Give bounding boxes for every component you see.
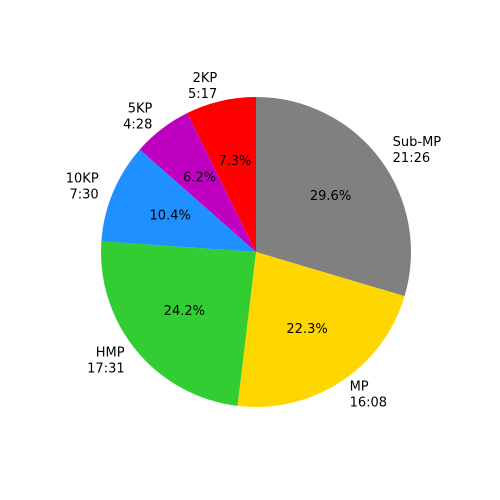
pct-label-sub-mp: 29.6% xyxy=(310,189,351,204)
pct-label-mp: 22.3% xyxy=(286,322,327,337)
category-time: 16:08 xyxy=(350,396,387,411)
pct-label-hmp: 24.2% xyxy=(164,304,205,319)
pie-labels: 29.6% Sub-MP 21:26 22.3% MP 16:08 24.2% HMP 17:3… xyxy=(66,71,442,411)
pie-slice-hmp xyxy=(100,241,256,406)
category-label-2kp: 2KP 5:17 xyxy=(188,71,217,102)
category-label-sub-mp: Sub-MP 21:26 xyxy=(393,135,442,166)
pie-slice-mp xyxy=(237,252,405,407)
category-name: 2KP xyxy=(193,71,218,86)
category-name: 5KP xyxy=(128,102,153,117)
pie-slice-10kp xyxy=(101,149,257,252)
pct-label-10kp: 10.4% xyxy=(150,209,191,224)
pct-label-5kp: 6.2% xyxy=(183,171,216,186)
pie-slice-5kp xyxy=(139,113,256,253)
category-label-10kp: 10KP 7:30 xyxy=(66,171,99,202)
pie-slice-2kp xyxy=(187,97,256,252)
category-time: 17:31 xyxy=(87,362,124,377)
category-name: 10KP xyxy=(66,171,99,186)
pie-slice-sub-mp xyxy=(256,97,411,297)
category-label-mp: MP 16:08 xyxy=(350,380,387,411)
pie-slices xyxy=(100,97,411,407)
category-time: 21:26 xyxy=(393,151,430,166)
category-time: 5:17 xyxy=(188,87,217,102)
category-time: 4:28 xyxy=(123,118,152,133)
pct-label-2kp: 7.3% xyxy=(218,154,251,169)
category-name: Sub-MP xyxy=(393,135,442,150)
category-name: MP xyxy=(350,380,369,395)
category-time: 7:30 xyxy=(69,187,98,202)
category-label-5kp: 5KP 4:28 xyxy=(123,102,152,133)
category-name: HMP xyxy=(96,346,125,361)
category-label-hmp: HMP 17:31 xyxy=(87,346,125,377)
